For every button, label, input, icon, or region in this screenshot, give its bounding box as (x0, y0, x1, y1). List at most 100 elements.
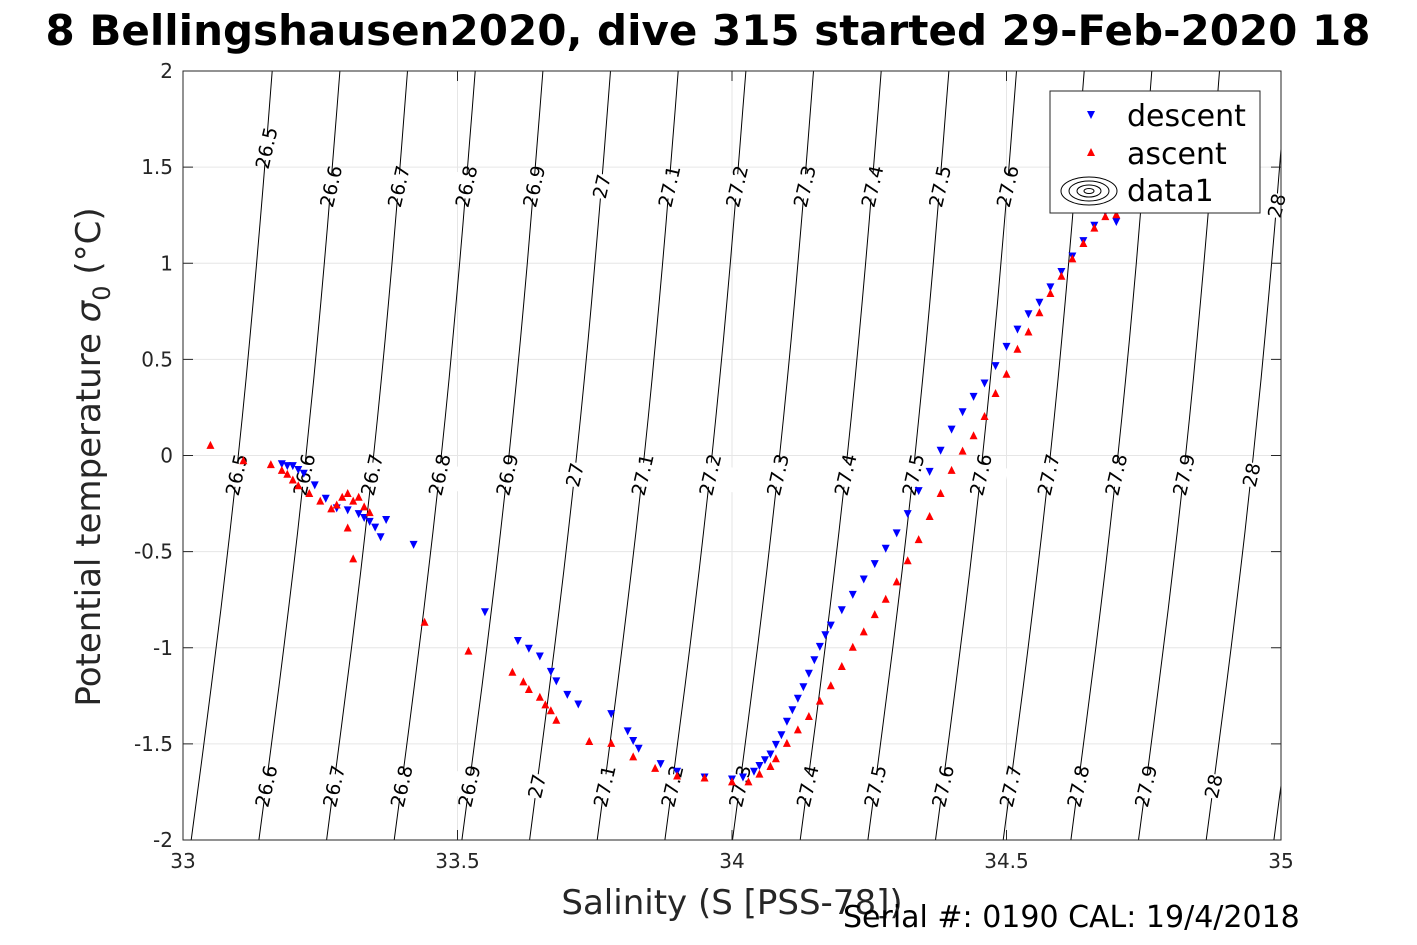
descent-point (294, 465, 303, 474)
contour-label-background (641, 168, 698, 204)
descent-point (859, 575, 868, 584)
contour-label-background (614, 457, 671, 493)
descent-point (810, 656, 819, 665)
ascent-point (508, 667, 517, 676)
contour-label-background (373, 768, 430, 804)
ascent-point (266, 460, 275, 469)
ascent-point (903, 556, 912, 565)
ascent-point (420, 617, 429, 626)
density-contour-line (867, 71, 950, 840)
ascent-point (744, 777, 753, 786)
contour-label-background (1117, 768, 1174, 804)
descent-point (376, 533, 385, 542)
descent-point (958, 408, 967, 417)
ascent-point (206, 440, 215, 449)
legend-contour-icon (1060, 176, 1118, 206)
ascent-point (316, 496, 325, 505)
contour-label-background (438, 168, 495, 204)
y-tick-label: -1.5 (134, 732, 173, 756)
contour-label-background (238, 130, 295, 166)
x-tick-label: 34.5 (984, 849, 1029, 873)
contour-label-background (411, 457, 468, 493)
y-tick-label: 2 (160, 59, 173, 83)
descent-point (552, 677, 561, 686)
contour-label-background (1087, 457, 1144, 493)
ascent-point (1035, 308, 1044, 317)
descent-point (343, 506, 352, 515)
ascent-point (958, 446, 967, 455)
descent-point (1046, 283, 1055, 292)
descent-point (310, 481, 319, 490)
ascent-point (1090, 223, 1099, 232)
y-tick-label: -2 (153, 828, 173, 852)
contour-label: 28 (1264, 192, 1291, 221)
ascent-point (728, 777, 736, 786)
descent-point (574, 700, 583, 709)
legend-ascent-marker (1087, 148, 1095, 156)
y-tick-label: 0 (160, 444, 173, 468)
y-tick-label: -1 (153, 636, 173, 660)
contour-label-background (1185, 768, 1242, 804)
descent-point (288, 462, 297, 471)
contour-label-background (911, 168, 968, 204)
ascent-point (365, 508, 374, 517)
ascent-point (771, 754, 780, 763)
contour-label-background (573, 168, 630, 204)
ascent-point (925, 512, 934, 521)
density-contour-line (258, 71, 341, 840)
contour-label-background (370, 168, 427, 204)
contour-label-background (505, 168, 562, 204)
density-contour-line (799, 71, 882, 840)
descent-point (1035, 298, 1044, 307)
contour-label-background (1020, 457, 1077, 493)
descent-point (826, 621, 835, 630)
contour-label-background (844, 168, 901, 204)
ascent-point (980, 412, 989, 421)
ascent-point (651, 763, 660, 772)
descent-point (903, 510, 912, 519)
x-tick-label: 33.5 (435, 849, 480, 873)
ascent-point (700, 773, 709, 782)
descent-point (480, 608, 489, 617)
legend-ascent-label: ascent (1127, 137, 1227, 172)
contour-label: 27 (524, 772, 551, 801)
ascent-point (294, 481, 303, 490)
ascent-point (360, 502, 369, 511)
ascent-point (859, 627, 868, 636)
ascent-point (332, 500, 341, 509)
descent-point (771, 740, 780, 749)
y-tick-label: 1 (160, 251, 173, 275)
ascent-point (755, 769, 764, 778)
contour-label-background (1049, 768, 1107, 804)
contour-label-background (305, 768, 362, 804)
ascent-point (826, 681, 835, 690)
chart-title: 8 Bellingshausen2020, dive 315 started 2… (45, 6, 1371, 55)
density-contours (190, 71, 1281, 840)
contour-label-background (343, 457, 400, 493)
contour-label-background (237, 768, 295, 804)
ascent-point (1079, 239, 1088, 248)
ascent-point (766, 761, 775, 770)
descent-point (546, 667, 555, 676)
descent-point (1002, 342, 1011, 351)
density-contour-line (1273, 781, 1281, 840)
ascent-point (524, 685, 533, 694)
descent-point (623, 727, 632, 736)
ascent-point (354, 492, 363, 501)
y-tick-label: -0.5 (134, 540, 173, 564)
ascent-point (552, 715, 561, 724)
descent-point (821, 631, 830, 640)
y-tick-label: 0.5 (141, 347, 173, 371)
contour-label-background (982, 768, 1039, 804)
ascent-point (343, 488, 352, 497)
descent-point (607, 710, 616, 719)
ascent-point (464, 646, 473, 655)
ascent-point (349, 554, 358, 563)
descent-point (799, 683, 808, 692)
ascent-point (914, 535, 923, 544)
contour-label: 28 (1201, 772, 1228, 801)
ascent-point (519, 677, 528, 686)
descent-point (365, 517, 374, 526)
descent-point (299, 469, 308, 478)
ascent-point (288, 475, 297, 484)
